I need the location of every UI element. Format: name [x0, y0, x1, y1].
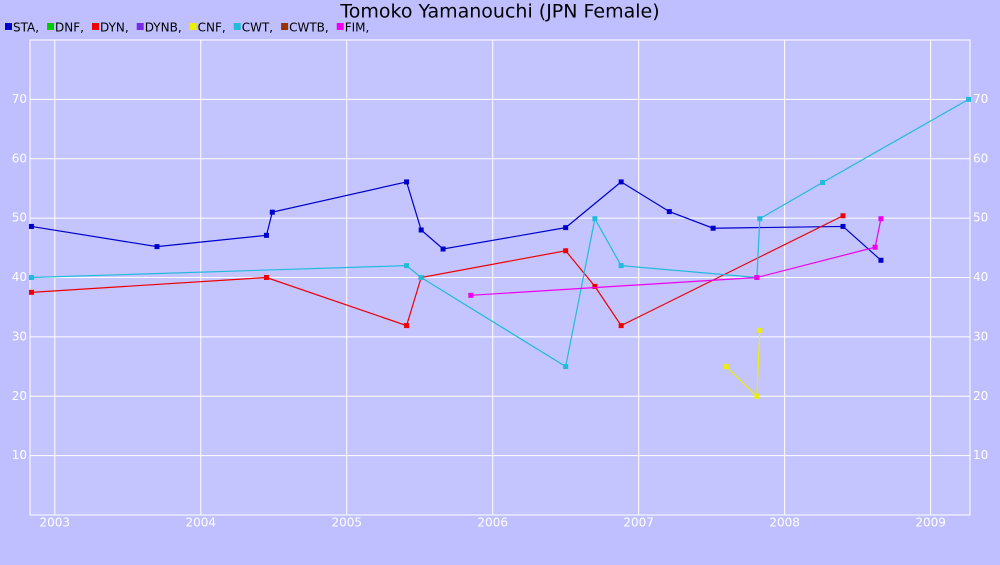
x-tick-label: 2007 [623, 516, 654, 530]
legend-swatch [233, 23, 241, 30]
point [754, 393, 760, 399]
y-tick-label: 20 [12, 389, 27, 403]
point [820, 180, 826, 185]
x-tick-label: 2004 [186, 516, 217, 530]
series-line [470, 218, 882, 296]
legend-swatch [189, 23, 197, 30]
point [28, 275, 34, 280]
point [757, 216, 763, 222]
point [404, 179, 410, 185]
y2-tick-label: 20 [973, 389, 988, 403]
legend-label: DYN, [100, 21, 129, 35]
point [966, 96, 972, 102]
point [263, 232, 269, 238]
point [618, 323, 624, 329]
point [269, 209, 275, 215]
legend-swatch [47, 23, 55, 30]
series-line [31, 98, 969, 368]
point [563, 225, 569, 231]
point [440, 246, 446, 252]
point [418, 227, 424, 233]
legend-label: DNF, [55, 21, 84, 35]
point [592, 283, 598, 289]
point [872, 244, 878, 250]
point [592, 216, 598, 222]
point [468, 292, 474, 298]
point [404, 263, 410, 269]
y-tick-label: 60 [12, 151, 27, 165]
legend-label: STA, [13, 21, 39, 35]
x-tick-label: 2003 [40, 516, 71, 530]
point [154, 244, 160, 250]
point [404, 323, 410, 329]
point [28, 289, 34, 295]
point [618, 179, 624, 185]
series-line [31, 215, 844, 327]
point [563, 364, 569, 370]
legend-swatch [91, 23, 99, 30]
point [754, 275, 760, 280]
y2-tick-label: 30 [973, 329, 988, 343]
point [563, 248, 569, 254]
y2-tick-label: 60 [973, 151, 988, 165]
y-tick-label: 30 [12, 329, 27, 343]
point [757, 327, 763, 333]
y-tick-label: 70 [12, 92, 27, 106]
chart-title: Tomoko Yamanouchi (JPN Female) [339, 1, 659, 23]
point [618, 263, 624, 269]
point [28, 223, 34, 229]
y2-tick-label: 10 [973, 448, 988, 462]
x-tick-label: 2008 [769, 516, 800, 530]
y2-tick-label: 40 [973, 270, 988, 284]
legend-label: DYNB, [145, 21, 182, 35]
point [418, 275, 424, 280]
legend-label: CWT, [242, 21, 273, 35]
legend-swatch [136, 23, 144, 30]
y-tick-label: 10 [12, 448, 27, 462]
legend-label: FIM, [345, 21, 370, 35]
legend-label: CWTB, [289, 21, 329, 35]
point [723, 364, 729, 370]
y-tick-label: 40 [12, 270, 27, 284]
x-tick-label: 2005 [331, 516, 362, 530]
y-tick-label: 50 [12, 211, 27, 225]
x-tick-label: 2009 [915, 516, 946, 530]
point [840, 223, 846, 229]
legend-swatch [5, 23, 12, 30]
point [878, 257, 884, 263]
legend-swatch [336, 23, 344, 30]
y2-tick-label: 50 [973, 211, 988, 225]
point [263, 275, 269, 280]
legend-label: CNF, [198, 21, 226, 35]
y2-tick-label: 70 [973, 92, 988, 106]
point [666, 209, 672, 215]
point [840, 213, 846, 219]
point [710, 225, 716, 231]
legend-swatch [281, 23, 289, 30]
point [878, 216, 884, 222]
x-tick-label: 2006 [477, 516, 508, 530]
